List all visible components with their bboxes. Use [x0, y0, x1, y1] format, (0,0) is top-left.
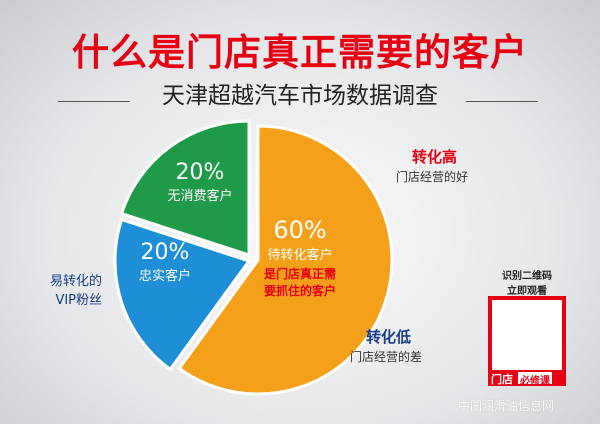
qr-tag-left: 门店 [491, 373, 513, 386]
page-title: 什么是门店真正需要的客户 [72, 31, 528, 74]
pie-slice-2 [113, 217, 252, 372]
annotation-high-desc: 门店经营的好 [396, 170, 469, 184]
annotation-vip: 易转化的 VIP粉丝 [50, 270, 102, 308]
subtitle: 天津超越汽车市场数据调查 [162, 83, 438, 109]
percent-label: 20% [140, 240, 190, 265]
watermark: 中国润滑油信息网 [458, 399, 555, 413]
pie-slice-1 [177, 124, 394, 396]
qr-tag: 门店 必修课 [488, 370, 566, 387]
slice-label-blue: 20% 忠实客户 [130, 240, 200, 284]
divider-right [466, 101, 538, 102]
category-label: 忠实客户 [138, 269, 191, 284]
percent-label: 20% [175, 160, 225, 185]
slice-label-green: 20% 无消费客户 [160, 160, 240, 204]
qr-caption-1: 识别二维码 [502, 271, 552, 282]
vip-line-1: 易转化的 [50, 274, 103, 289]
qr-code[interactable] [488, 296, 566, 374]
slice-label-orange: 60% 待转化客户 是门店真正需要抓住的客户 [260, 216, 340, 299]
annotation-high-title: 转化高 [412, 148, 458, 166]
qr-tag-right: 必修课 [518, 372, 552, 387]
divider-left [58, 101, 130, 102]
pie-slice-3 [119, 119, 251, 258]
category-label: 待转化客户 [267, 248, 333, 263]
annotation-low-title: 转化低 [366, 328, 412, 346]
qr-caption-2: 立即观看 [507, 286, 547, 297]
percent-label: 60% [273, 216, 327, 244]
vip-line-2: VIP粉丝 [55, 293, 103, 308]
annotation-low-desc: 门店经营的差 [350, 350, 423, 364]
slice-note: 是门店真正需要抓住的客户 [263, 267, 336, 298]
category-label: 无消费客户 [167, 189, 233, 204]
qr-caption: 识别二维码 立即观看 [488, 267, 566, 297]
